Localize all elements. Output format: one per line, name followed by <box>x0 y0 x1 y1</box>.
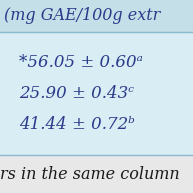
Text: *56.05 ± 0.60ᵃ: *56.05 ± 0.60ᵃ <box>19 54 143 71</box>
Text: rs in the same column: rs in the same column <box>0 166 180 183</box>
Text: (mg GAE/100g extr: (mg GAE/100g extr <box>4 7 160 25</box>
FancyBboxPatch shape <box>0 0 193 32</box>
FancyBboxPatch shape <box>0 155 193 193</box>
Text: 25.90 ± 0.43ᶜ: 25.90 ± 0.43ᶜ <box>19 85 135 102</box>
Text: 41.44 ± 0.72ᵇ: 41.44 ± 0.72ᵇ <box>19 116 135 133</box>
